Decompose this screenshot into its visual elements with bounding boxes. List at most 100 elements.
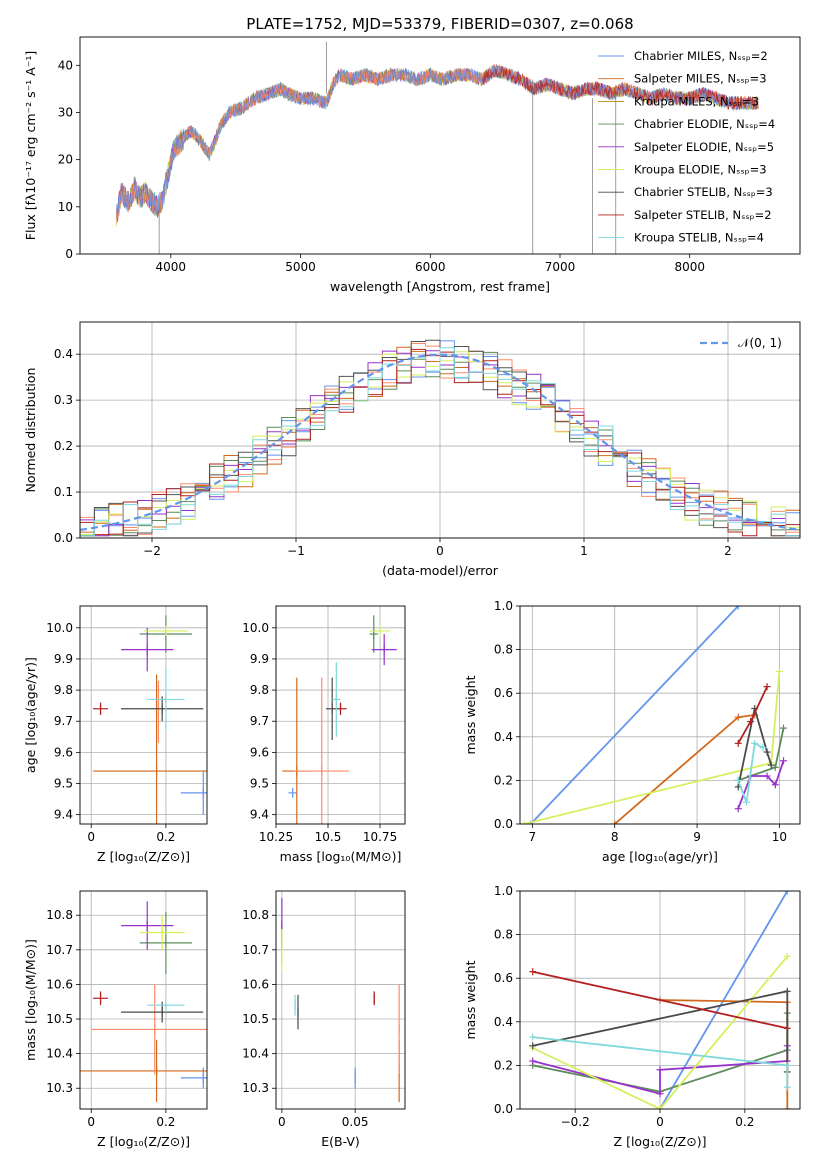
legend-entry: Kroupa ELODIE, Nₛₛₚ=3 (634, 163, 767, 177)
y-tick-label: 10.6 (242, 977, 269, 991)
y-tick-label: 10.8 (46, 908, 73, 922)
axes-frame (79, 605, 208, 825)
x-axis-label: Z [log₁₀(Z/Z⊙)] (614, 1134, 707, 1149)
x-axis-label: (data-model)/error (382, 563, 499, 578)
y-tick-label: 0.2 (494, 773, 513, 787)
legend-entry: Salpeter STELIB, Nₛₛₚ=2 (634, 208, 772, 222)
y-axis-label: age [log₁₀(age/yr)] (23, 657, 38, 773)
x-tick-label: 10.25 (259, 830, 293, 844)
y-tick-label: 10.4 (46, 1047, 73, 1061)
axes-frame (519, 890, 801, 1110)
axes-frame (79, 890, 208, 1110)
y-tick-label: 10.4 (242, 1047, 269, 1061)
y-tick-label: 0.8 (494, 643, 513, 657)
y-tick-label: 9.7 (54, 714, 73, 728)
y-axis-label: mass [log₁₀(M/M⊙)] (23, 939, 38, 1061)
mass-weight-line (614, 714, 755, 824)
x-tick-label: 6000 (415, 260, 446, 274)
y-tick-label: 0.0 (494, 817, 513, 831)
y-tick-label: 10.5 (242, 1012, 269, 1026)
y-tick-label: 10.7 (242, 943, 269, 957)
mass-weight-line (532, 970, 788, 1030)
y-tick-label: 10.3 (242, 1081, 269, 1095)
x-tick-label: 10.5 (315, 830, 342, 844)
x-tick-label: 0.05 (342, 1115, 369, 1129)
x-tick-label: 5000 (285, 260, 316, 274)
axes-frame (275, 605, 406, 825)
x-tick-label: 0.2 (735, 1115, 754, 1129)
legend-entry: Salpeter ELODIE, Nₛₛₚ=5 (634, 140, 774, 154)
mass-weight-line (737, 708, 773, 788)
mass-weight-line (659, 891, 789, 1109)
y-tick-label: 0.2 (54, 439, 73, 453)
x-tick-label: 0.2 (156, 830, 175, 844)
spectrum-panel: 4000 5000 6000 7000 8000 0 10 20 30 40 wavelength … (23, 36, 801, 294)
mass-weight-line (737, 741, 764, 803)
y-tick-label: 0 (65, 247, 73, 261)
mass-vs-Z-panel: 0 0.2 10.3 10.4 10.5 10.6 10.7 10.8 Z [log₁₀(Z/Z… (23, 890, 208, 1149)
age-vs-mass-panel: 10.25 10.5 10.75 9.4 9.5 9.6 9.7 9.8 9.9 10.0 mass… (242, 605, 406, 864)
x-tick-label: 0 (278, 1115, 286, 1129)
legend-entry: Kroupa MILES, Nₛₛₚ=3 (634, 94, 759, 108)
y-tick-label: 9.5 (250, 777, 269, 791)
axes-frame (275, 890, 406, 1110)
y-tick-label: 10.0 (242, 621, 269, 635)
normal-curve (80, 353, 800, 531)
x-tick-label: 10.75 (363, 830, 397, 844)
mass-weight-line (659, 999, 789, 1109)
x-tick-label: 8000 (674, 260, 705, 274)
y-tick-label: 40 (58, 58, 73, 72)
x-tick-label: 9 (693, 830, 701, 844)
spectrum-line (481, 65, 759, 110)
y-tick-label: 9.7 (250, 714, 269, 728)
mass-vs-ebv-panel: 0 0.05 10.3 10.4 10.5 10.6 10.7 10.8 E(B-V) (242, 890, 406, 1149)
x-axis-label: mass [log₁₀(M/M⊙)] (280, 849, 402, 864)
spectrum-legend: Chabrier MILES, Nₛₛₚ=2 Salpeter MILES, Nₛ… (598, 49, 775, 245)
x-tick-label: −1 (287, 544, 305, 558)
y-tick-label: 0.6 (494, 971, 513, 985)
plot-area (282, 615, 397, 824)
legend-entry: Kroupa STELIB, Nₛₛₚ=4 (634, 231, 764, 245)
y-tick-label: 0.4 (54, 347, 73, 361)
y-tick-label: 10.6 (46, 977, 73, 991)
legend-entry: Chabrier STELIB, Nₛₛₚ=3 (634, 185, 773, 199)
axes-frame (519, 605, 801, 825)
figure-title: PLATE=1752, MJD=53379, FIBERID=0307, z=0… (246, 15, 633, 33)
y-tick-label: 9.5 (54, 777, 73, 791)
y-axis-label: Flux [fλ10⁻¹⁷ erg cm⁻² s⁻¹ A⁻¹] (23, 51, 38, 240)
legend-entry: 𝒩(0, 1) (738, 336, 782, 350)
plot-area (281, 897, 400, 1103)
plot-area (93, 615, 207, 824)
y-tick-label: 9.9 (250, 652, 269, 666)
histogram-series (80, 347, 800, 537)
plot-area (80, 339, 800, 537)
y-axis-label: mass weight (463, 675, 478, 754)
x-tick-label: 4000 (156, 260, 187, 274)
y-tick-label: 0.4 (494, 1015, 513, 1029)
legend-entry: Chabrier ELODIE, Nₛₛₚ=4 (634, 117, 775, 131)
plot-area (80, 901, 207, 1103)
y-tick-label: 1.0 (494, 599, 513, 613)
x-tick-label: 0 (87, 830, 95, 844)
x-tick-label: 1 (580, 544, 588, 558)
y-tick-label: 10.7 (46, 943, 73, 957)
y-tick-label: 10 (58, 200, 73, 214)
x-tick-label: 8 (611, 830, 619, 844)
x-axis-label: Z [log₁₀(Z/Z⊙)] (97, 849, 190, 864)
y-tick-label: 9.8 (250, 683, 269, 697)
x-tick-label: −0.2 (561, 1115, 590, 1129)
y-axis-label: mass weight (463, 960, 478, 1039)
axes-frame (79, 36, 801, 255)
y-tick-label: 9.6 (54, 745, 73, 759)
axes-frame (79, 321, 801, 539)
age-vs-Z-panel: 0 0.2 9.4 9.5 9.6 9.7 9.8 9.9 10.0 Z [log₁₀(Z/Z⊙)… (23, 605, 208, 864)
x-tick-label: 0.2 (156, 1115, 175, 1129)
y-tick-label: 0.3 (54, 393, 73, 407)
y-tick-label: 9.6 (250, 745, 269, 759)
residuals-panel: −2 −1 0 1 2 0.0 0.1 0.2 0.3 0.4 (data-model)/error… (23, 321, 801, 578)
x-axis-label: wavelength [Angstrom, rest frame] (330, 279, 550, 294)
y-tick-label: 0.0 (494, 1102, 513, 1116)
x-tick-label: 7000 (545, 260, 576, 274)
mass-weight-line (530, 606, 739, 824)
